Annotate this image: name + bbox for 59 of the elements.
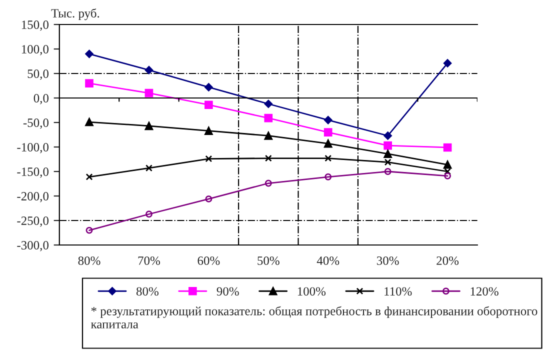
point: [205, 195, 212, 202]
point: [205, 155, 212, 162]
point: [264, 132, 273, 140]
point: [204, 100, 213, 110]
point: [204, 126, 213, 135]
x-tick-label: 50%: [258, 256, 280, 265]
point: [86, 173, 93, 180]
legend-label: 90%: [216, 287, 239, 296]
point: [264, 114, 273, 122]
legend-label: 80%: [136, 287, 158, 296]
point: [443, 59, 452, 68]
point: [204, 83, 213, 92]
point: [384, 132, 392, 140]
point: [444, 172, 452, 180]
point: [85, 50, 94, 58]
point: [324, 128, 332, 136]
y-tick-label: -250,0: [17, 216, 49, 227]
point: [144, 122, 154, 130]
point: [85, 118, 94, 126]
y-tick-label: -300,0: [17, 241, 49, 252]
point: [384, 141, 392, 150]
point: [324, 173, 332, 180]
text: * результатирующий показатель: общая потребность в финансировании оборотного капитала: [90, 306, 538, 328]
x-tick-label: 30%: [376, 256, 399, 265]
point: [443, 160, 452, 169]
point: [144, 88, 154, 98]
y-tick-label: -100,0: [17, 143, 49, 154]
point: [144, 66, 154, 74]
y-tick-label: 50,0: [28, 70, 49, 80]
y-tick-label: 0,0: [34, 94, 49, 104]
point: [264, 180, 272, 187]
point: [443, 143, 452, 152]
point: [384, 168, 392, 175]
point: [85, 79, 94, 88]
point: [384, 150, 392, 158]
x-tick-label: 20%: [436, 256, 459, 265]
legend-label: 100%: [298, 287, 326, 296]
point: [444, 168, 452, 175]
point: [324, 154, 332, 162]
point: [264, 154, 272, 162]
point: [86, 226, 93, 234]
point: [146, 164, 152, 172]
y-tick-label: -150,0: [17, 168, 49, 178]
x-tick-label: 80%: [78, 256, 100, 265]
x-tick-label: 70%: [138, 256, 160, 265]
point: [384, 158, 392, 166]
y-tick-label: -200,0: [17, 192, 49, 202]
y-tick-label: 100,0: [22, 45, 49, 56]
point: [324, 116, 332, 124]
legend-label: 110%: [384, 287, 412, 296]
y-axis-title: Тыс. руб.: [51, 8, 100, 20]
x-tick-label: 60%: [198, 256, 220, 265]
point: [264, 100, 273, 108]
point: [324, 139, 332, 148]
y-tick-label: -50,0: [23, 118, 49, 129]
x-tick-label: 40%: [316, 256, 340, 265]
point: [146, 210, 152, 218]
legend-label: 120%: [470, 287, 498, 296]
y-tick-label: 150,0: [22, 20, 49, 31]
